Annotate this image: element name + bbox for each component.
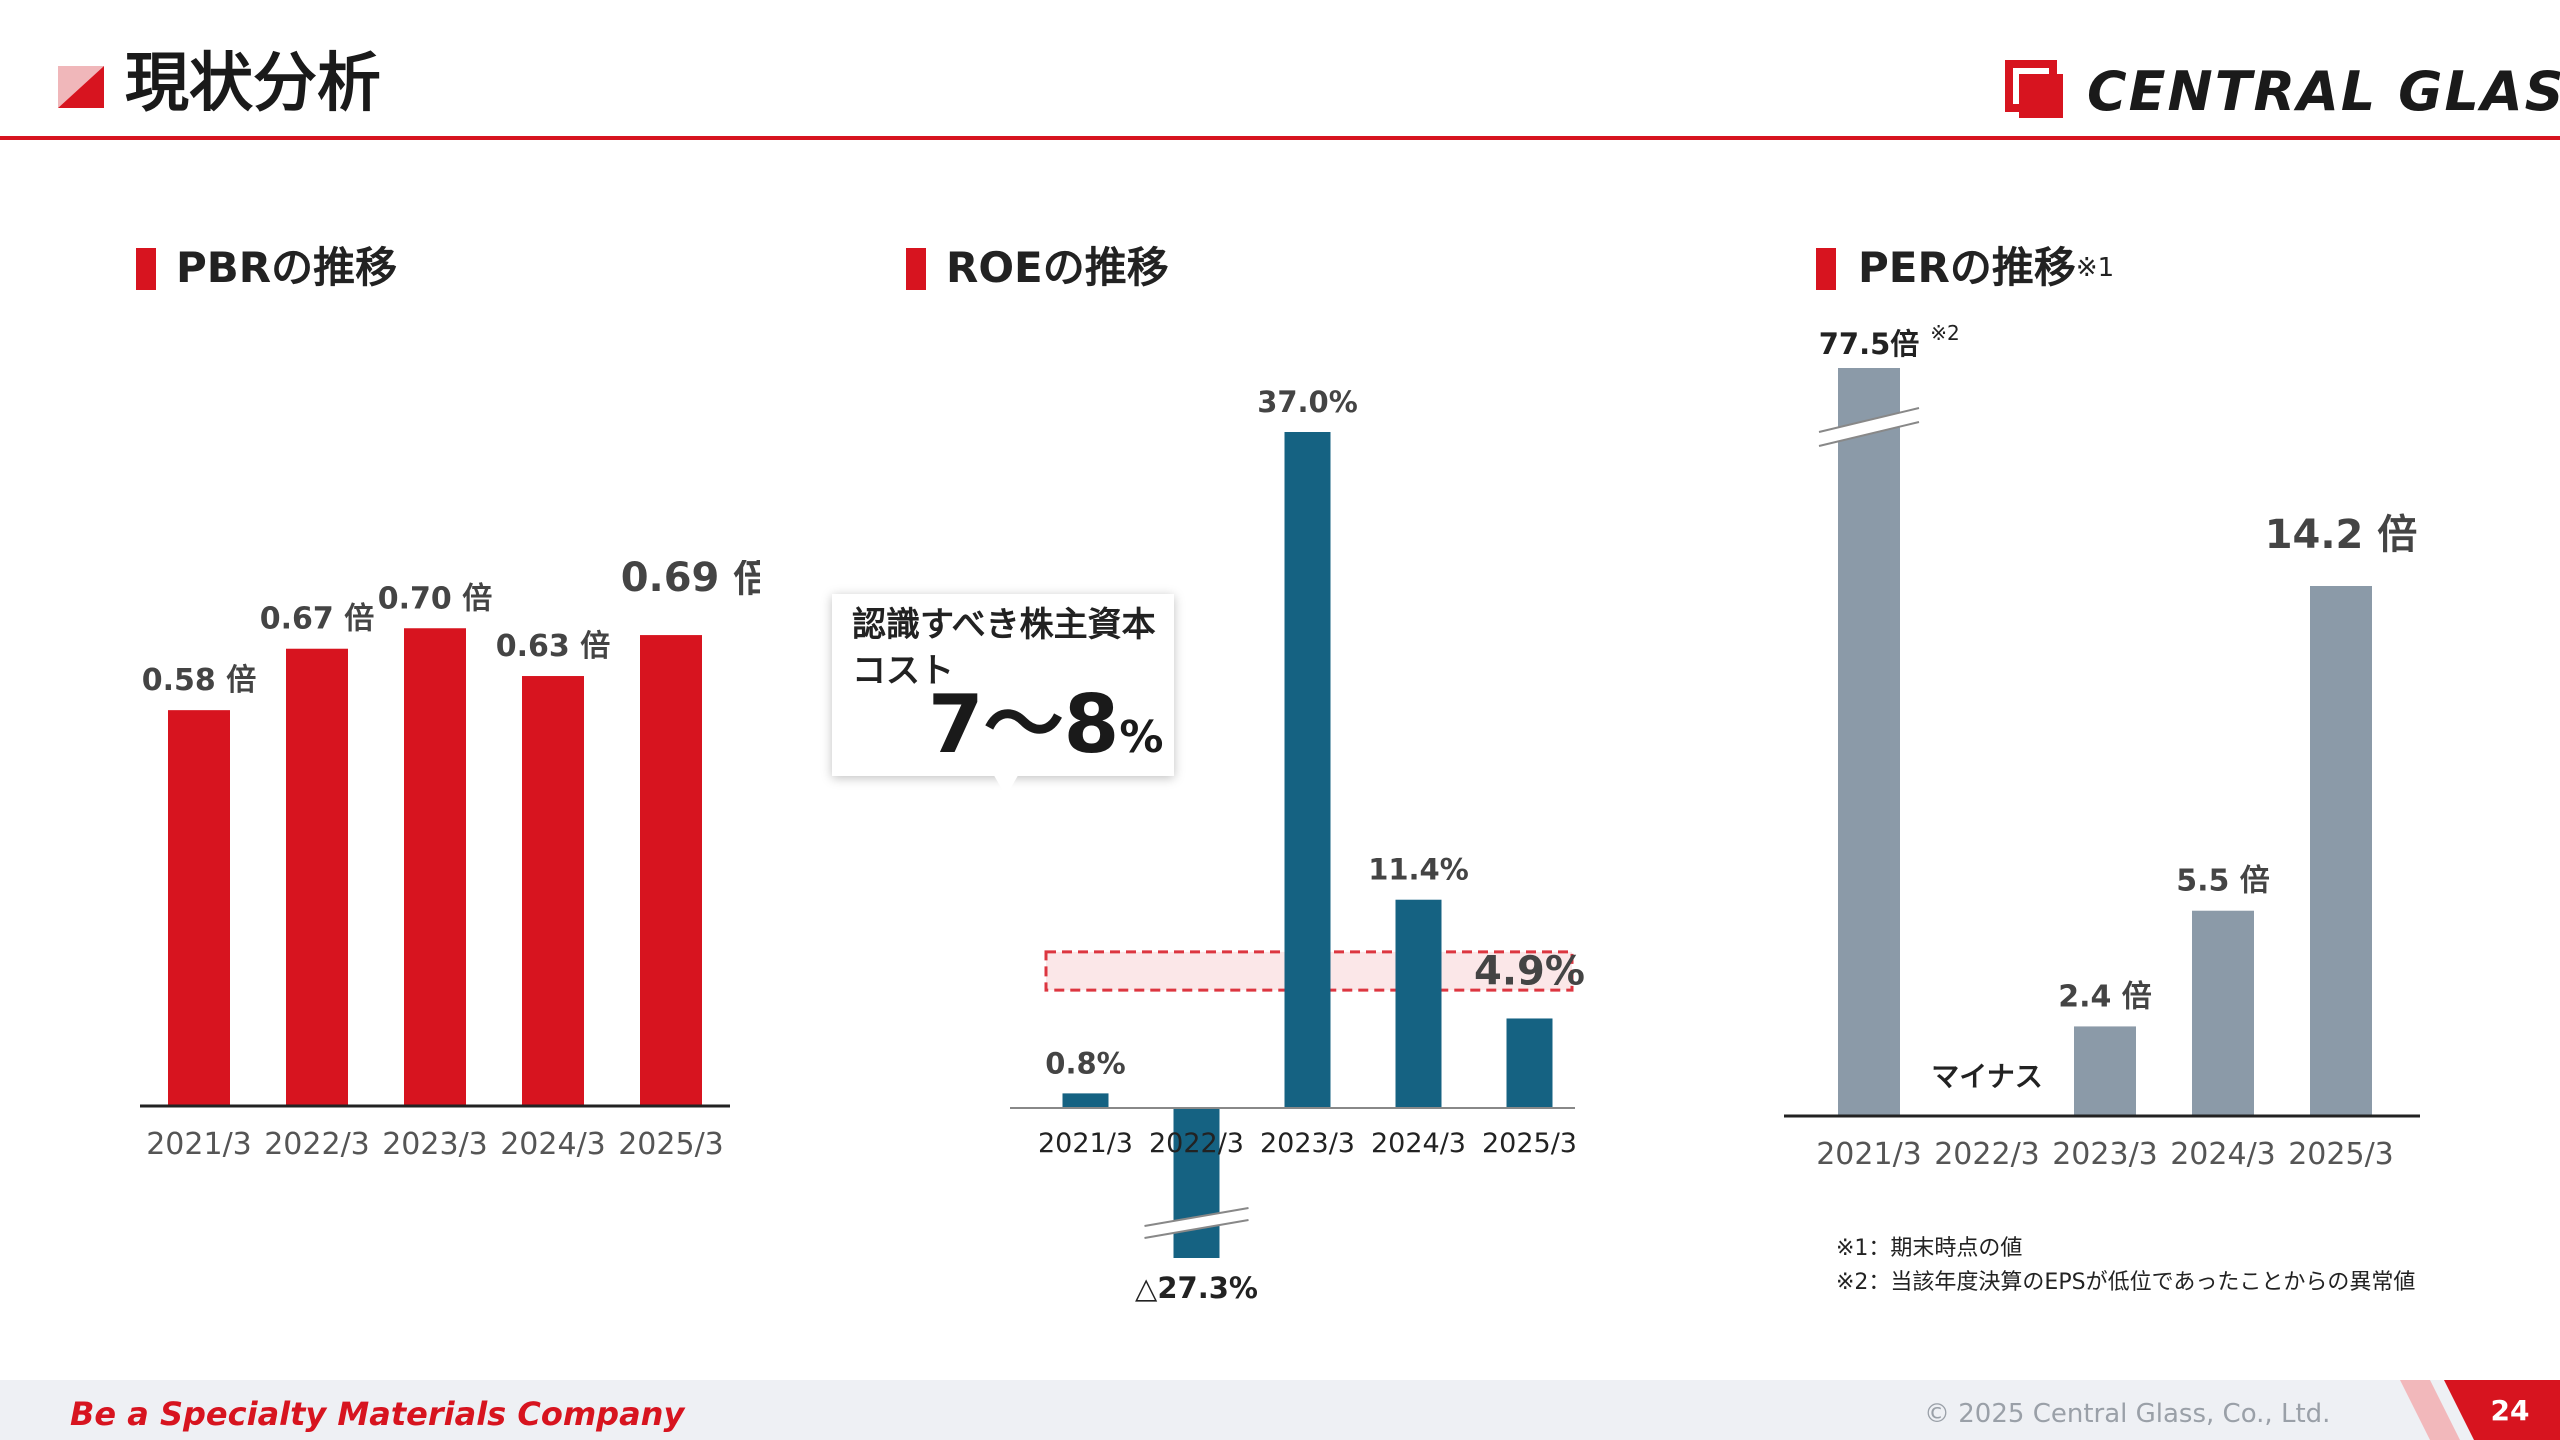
per-data-label: 5.5 倍	[2176, 864, 2270, 899]
page-title: 現状分析	[125, 47, 381, 121]
per-bar	[2192, 910, 2254, 1116]
pbr-data-label: 0.70 倍	[378, 581, 492, 616]
roe-tick-label: 2025/3	[1482, 1128, 1577, 1159]
pbr-bar	[522, 676, 584, 1106]
roe-data-label: 4.9%	[1474, 948, 1585, 994]
header-divider	[0, 136, 2560, 140]
pbr-tick-label: 2022/3	[264, 1127, 370, 1162]
footer-slogan: Be a Specialty Materials Company	[70, 1395, 685, 1433]
cost-of-equity-callout: 認識すべき株主資本コスト 7～8%	[832, 594, 1174, 776]
pbr-title-bar	[136, 248, 156, 290]
callout-pointer	[992, 772, 1020, 796]
central-glass-logo: CENTRAL GLASS	[2005, 56, 2560, 128]
footnote-1: ※1：期末時点の値	[1836, 1236, 2023, 1261]
pbr-data-label: 0.67 倍	[260, 602, 374, 637]
per-tick-label: 2025/3	[2288, 1137, 2394, 1172]
roe-chart-title: ROEの推移	[946, 243, 1169, 292]
roe-axis-break-line	[1144, 1207, 1249, 1227]
roe-chart: 0.8% 2021/3 △27.3% 2022/3 37.0% 2023/3 11.4% 20…	[1010, 385, 1585, 1305]
page-number-badge	[2400, 1380, 2560, 1440]
per-bar	[2310, 586, 2372, 1116]
per-tick-label: 2022/3	[1934, 1137, 2040, 1172]
roe-tick-label: 2021/3	[1038, 1128, 1133, 1159]
pbr-chart-title: PBRの推移	[176, 243, 398, 292]
roe-axis-break-gap	[1144, 1208, 1249, 1238]
roe-bar	[1395, 899, 1442, 1108]
per-axis-break-gap	[1819, 408, 1919, 446]
pbr-tick-label: 2021/3	[146, 1127, 252, 1162]
pbr-bar	[286, 648, 348, 1106]
per-tick-label: 2021/3	[1816, 1137, 1922, 1172]
per-data-label: 2.4 倍	[2058, 979, 2152, 1014]
roe-bar	[1506, 1018, 1553, 1108]
per-axis-break-line	[1818, 407, 1920, 433]
roe-data-label: 0.8%	[1045, 1046, 1125, 1080]
per-data-label: 14.2 倍	[2265, 512, 2418, 558]
per-tick-label: 2023/3	[2052, 1137, 2158, 1172]
roe-bar	[1173, 1108, 1220, 1258]
footnote-2: ※2：当該年度決算のEPSが低位であったことからの異常値	[1836, 1270, 2416, 1295]
per-bar	[1838, 368, 1900, 1116]
per-axis-break-line	[1818, 421, 1920, 447]
footnotes: ※1：期末時点の値 ※2：当該年度決算のEPSが低位であったことからの異常値	[1836, 1232, 2415, 1300]
pbr-data-label: 0.69 倍	[621, 560, 760, 601]
per-title-note: ※1	[2075, 253, 2115, 283]
roe-data-label: △27.3%	[1135, 1271, 1258, 1305]
logo-icon	[2005, 60, 2063, 118]
roe-data-label: 11.4%	[1368, 853, 1469, 887]
per-bar	[2074, 1026, 2136, 1116]
roe-tick-label: 2022/3	[1149, 1128, 1244, 1159]
per-chart-title: PERの推移	[1858, 243, 2076, 292]
pbr-tick-label: 2025/3	[618, 1127, 724, 1162]
footer-bar	[0, 1380, 2560, 1440]
per-data-label: 77.5倍	[1819, 327, 1920, 361]
callout-range: 7～8	[928, 678, 1120, 771]
pbr-bar	[168, 710, 230, 1106]
roe-tick-label: 2023/3	[1260, 1128, 1355, 1159]
per-chart: 77.5倍 ※2 2021/3 マイナス 2022/3 2.4 倍 2023/3 5.5 倍 2…	[1784, 321, 2420, 1172]
footer-copyright: © 2025 Central Glass, Co., Ltd.	[1924, 1399, 2331, 1429]
callout-range-wrap: 7～8%	[928, 680, 1163, 783]
pbr-chart: 0.58 倍 2021/3 0.67 倍 2022/3 0.70 倍 2023/3 0.63…	[140, 560, 760, 1162]
roe-data-label: 37.0%	[1257, 385, 1358, 419]
roe-bar	[1062, 1093, 1109, 1108]
per-title-bar	[1816, 248, 1836, 290]
per-tick-label: 2024/3	[2170, 1137, 2276, 1172]
roe-bar	[1284, 432, 1331, 1108]
callout-text: 認識すべき株主資本コスト	[852, 605, 1156, 691]
pbr-data-label: 0.63 倍	[496, 629, 610, 664]
logo-text: CENTRAL GLASS	[2087, 60, 2560, 123]
per-data-label: マイナス	[1931, 1060, 2042, 1093]
pbr-tick-label: 2023/3	[382, 1127, 488, 1162]
per-label-note: ※2	[1930, 321, 1959, 345]
callout-unit: %	[1119, 712, 1164, 763]
header-mark	[58, 66, 104, 108]
pbr-data-label: 0.58 倍	[142, 663, 256, 698]
page-number: 24	[2490, 1394, 2530, 1427]
roe-tick-label: 2024/3	[1371, 1128, 1466, 1159]
roe-axis-break-line	[1144, 1219, 1249, 1239]
pbr-tick-label: 2024/3	[500, 1127, 606, 1162]
per-chart-title-wrap: PERの推移※1	[1858, 240, 2114, 296]
roe-title-bar	[906, 248, 926, 290]
pbr-bar	[404, 628, 466, 1106]
pbr-bar	[640, 635, 702, 1106]
